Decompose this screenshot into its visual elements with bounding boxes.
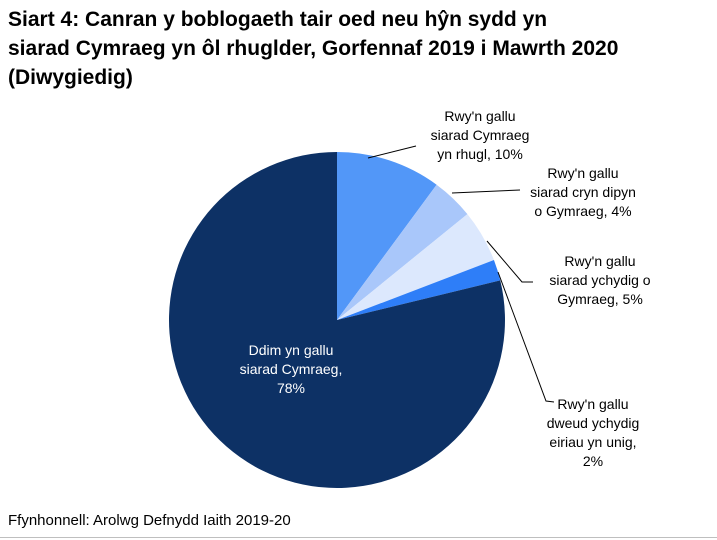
- bottom-divider: [0, 537, 717, 538]
- pie-label-little-line-2: siarad ychydig o: [549, 272, 651, 288]
- pie-label-words-line-4: 2%: [582, 453, 604, 469]
- pie-label-fluent-line-1: Rwy'n gallu: [444, 108, 516, 124]
- pie-label-none-line-3: 78%: [276, 380, 306, 396]
- pie-slice-1: [337, 184, 468, 320]
- leader-line-fair: [451, 189, 521, 194]
- pie-label-words-line-2: dweud ychydig: [546, 415, 640, 431]
- pie-label-fair-line-2: siarad cryn dipyn: [530, 184, 636, 200]
- chart-title-line-2: siarad Cymraeg yn ôl rhuglder, Gorfennaf…: [8, 37, 619, 60]
- chart-title: Siart 4: Canran y boblogaeth tair oed ne…: [8, 5, 714, 92]
- pie-label-little-line-3: Gymraeg, 5%: [557, 291, 643, 307]
- pie-label-fair: Rwy'n gallu siarad cryn dipyn o Gymraeg,…: [501, 164, 665, 221]
- leader-line-fluent: [367, 145, 417, 159]
- pie-slice-0: [337, 151, 437, 320]
- source-note: Ffynhonnell: Arolwg Defnydd Iaith 2019-2…: [8, 512, 291, 529]
- pie-label-little-line-1: Rwy'n gallu: [564, 253, 636, 269]
- pie-label-little: Rwy'n gallu siarad ychydig o Gymraeg, 5%: [518, 252, 682, 309]
- pie-slices-group: [168, 151, 505, 488]
- leader-line-little: [486, 240, 533, 283]
- pie-slice-3: [337, 260, 501, 320]
- pie-label-fluent-line-3: yn rhugl, 10%: [437, 146, 523, 162]
- pie-slice-2: [337, 214, 494, 320]
- pie-label-fluent: Rwy'n gallu siarad Cymraeg yn rhugl, 10%: [403, 107, 557, 164]
- pie-label-none: Ddim yn gallu siarad Cymraeg, 78%: [206, 341, 376, 398]
- pie-label-fluent-line-2: siarad Cymraeg: [430, 127, 530, 143]
- pie-label-words: Rwy'n gallu dweud ychydig eiriau yn unig…: [511, 395, 675, 471]
- pie-label-fair-line-3: o Gymraeg, 4%: [534, 203, 632, 219]
- chart-title-line-3: (Diwygiedig): [8, 66, 133, 89]
- pie-label-words-line-3: eiriau yn unig,: [549, 434, 637, 450]
- leader-line-words: [497, 271, 555, 403]
- pie-label-none-line-2: siarad Cymraeg,: [239, 361, 343, 377]
- chart-title-line-1: Siart 4: Canran y boblogaeth tair oed ne…: [8, 8, 548, 31]
- pie-label-none-line-1: Ddim yn gallu: [248, 342, 334, 358]
- pie-label-words-line-1: Rwy'n gallu: [557, 396, 629, 412]
- pie-slice-4: [168, 151, 505, 488]
- pie-label-fair-line-1: Rwy'n gallu: [547, 165, 619, 181]
